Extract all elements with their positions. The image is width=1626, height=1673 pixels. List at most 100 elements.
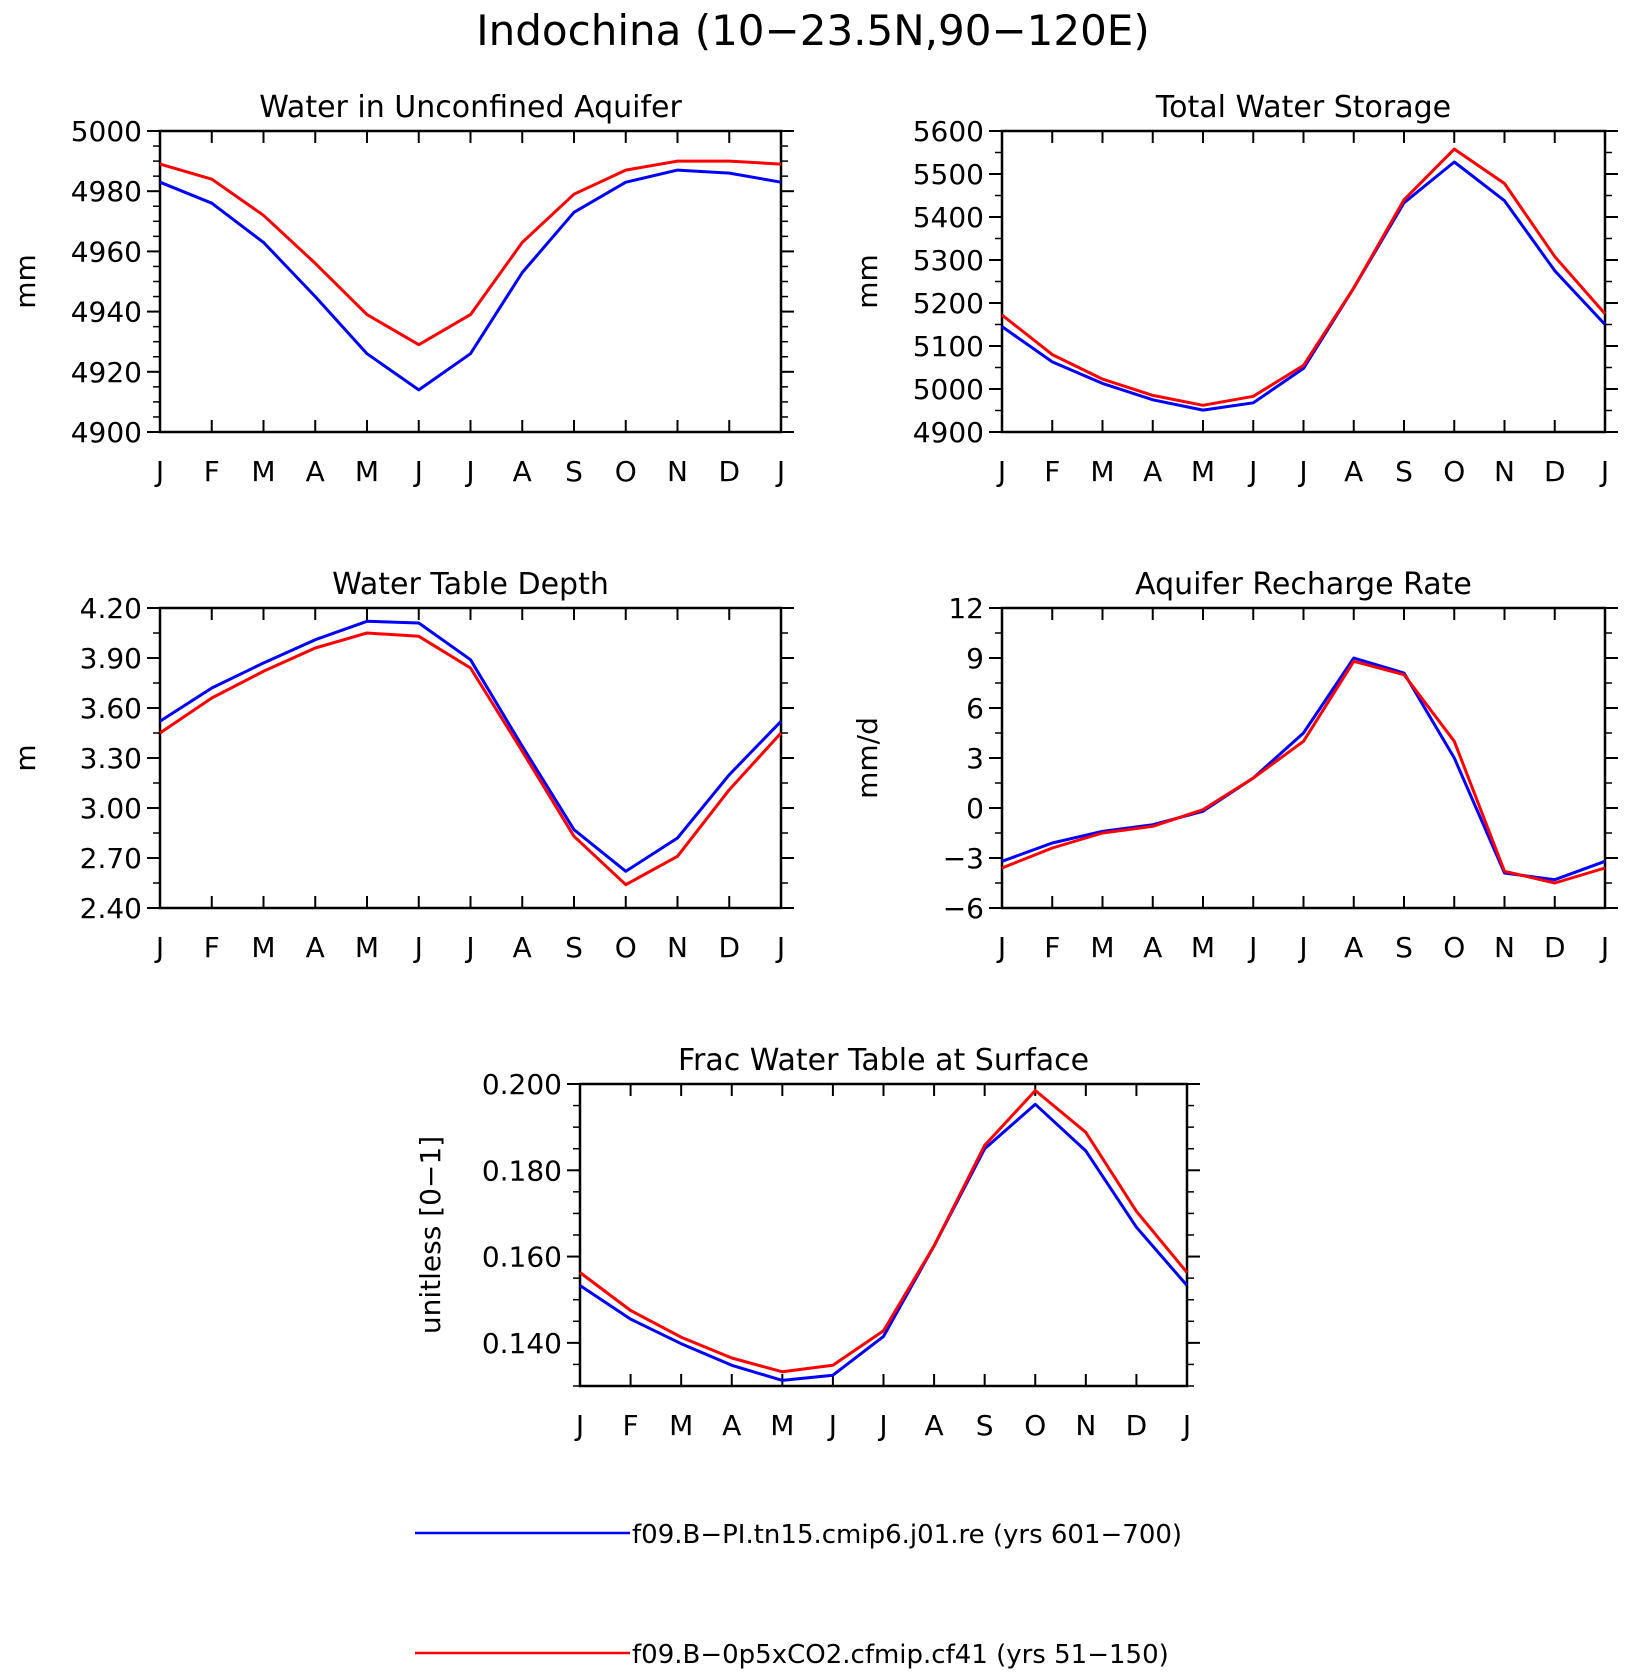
series-line-red [1001,659,1606,885]
x-tick-label: D [1544,455,1566,488]
x-tick-label: A [1143,931,1162,964]
x-tick-label: J [1599,455,1609,488]
series-line-blue [159,619,783,873]
x-tick-label: D [718,455,740,488]
x-tick-label: A [306,931,325,964]
y-tick-label: 4.20 [80,592,142,625]
x-tick-label: N [1075,1409,1096,1442]
y-tick-label: 5400 [913,201,984,234]
x-tick-label: J [877,1409,887,1442]
x-tick-label: D [718,931,740,964]
y-tick-label: 5000 [913,373,984,406]
series-line-red [159,159,782,347]
x-tick-label: A [1344,931,1363,964]
y-tick-label: 4980 [71,175,142,208]
x-tick-label: N [1494,455,1515,488]
legend-label: f09.B−PI.tn15.cmip6.j01.re (yrs 601−700) [632,1520,1182,1550]
x-tick-label: J [1247,455,1257,488]
x-tick-label: A [1344,455,1363,488]
chart-title: Aquifer Recharge Rate [1135,567,1472,602]
x-tick-label: A [306,455,325,488]
x-tick-label: J [413,931,423,964]
y-tick-label: 4940 [71,296,142,329]
y-tick-label: 4920 [71,356,142,389]
x-tick-label: S [976,1409,994,1442]
y-tick-label: 0 [966,792,984,825]
x-tick-label: A [513,455,532,488]
x-tick-label: M [770,1409,794,1442]
x-tick-label: O [1024,1409,1046,1442]
y-tick-label: 3.30 [80,742,142,775]
x-tick-label: N [667,455,688,488]
x-tick-label: J [827,1409,837,1442]
y-tick-label: 5500 [913,158,984,191]
x-tick-label: O [1443,455,1465,488]
x-tick-label: A [513,931,532,964]
series-line-red [579,1089,1189,1374]
figure-title: Indochina (10−23.5N,90−120E) [476,6,1149,55]
y-tick-label: 2.70 [80,842,142,875]
plot-frame [1000,606,1607,910]
x-tick-label: S [565,931,583,964]
x-tick-label: M [1191,931,1215,964]
series-line-blue [159,168,782,392]
x-tick-label: M [1090,455,1114,488]
plot-frame [578,1082,1189,1388]
x-tick-label: M [251,931,275,964]
series-line-blue [1001,656,1606,882]
y-tick-label: 3.00 [80,792,142,825]
x-tick-label: J [464,931,474,964]
y-tick-label: 4900 [71,416,142,449]
x-tick-label: J [1181,1409,1191,1442]
y-tick-label: 5300 [913,244,984,277]
y-tick-label: −3 [943,842,984,875]
x-tick-label: J [574,1409,584,1442]
x-tick-label: A [722,1409,741,1442]
plot-frame [1000,129,1607,434]
x-tick-label: J [1297,931,1307,964]
x-tick-label: J [996,931,1006,964]
y-tick-label: 2.40 [80,892,142,925]
y-tick-label: 4900 [913,416,984,449]
y-tick-label: 3.90 [80,642,142,675]
x-tick-label: M [251,455,275,488]
x-tick-label: J [1599,931,1609,964]
x-tick-label: J [464,455,474,488]
chart-title: Total Water Storage [1155,90,1451,125]
y-axis-label: mm [851,254,884,309]
x-tick-label: J [413,455,423,488]
x-tick-label: M [669,1409,693,1442]
chart-title: Water in Unconfined Aquifer [259,90,682,125]
x-tick-label: M [355,455,379,488]
x-tick-label: M [1090,931,1114,964]
y-tick-label: 0.180 [482,1154,562,1187]
y-axis-label: mm [9,254,42,309]
chart-title: Water Table Depth [332,567,609,602]
x-tick-label: O [615,455,637,488]
plot-frame [158,129,783,434]
x-tick-label: D [1126,1409,1148,1442]
x-tick-label: J [775,455,785,488]
x-tick-label: O [615,931,637,964]
y-tick-label: 5100 [913,330,984,363]
x-tick-label: S [565,455,583,488]
x-tick-label: S [1395,931,1413,964]
x-tick-label: A [1143,455,1162,488]
y-tick-label: −6 [943,892,984,925]
x-tick-label: N [667,931,688,964]
x-tick-label: J [996,455,1006,488]
plot-frame [158,606,783,910]
x-tick-label: J [1297,455,1307,488]
x-tick-label: N [1494,931,1515,964]
x-tick-label: J [775,931,785,964]
y-tick-label: 0.200 [482,1068,562,1101]
y-tick-label: 3 [966,742,984,775]
y-tick-label: 0.160 [482,1241,562,1274]
x-tick-label: D [1544,931,1566,964]
x-tick-label: F [623,1409,639,1442]
